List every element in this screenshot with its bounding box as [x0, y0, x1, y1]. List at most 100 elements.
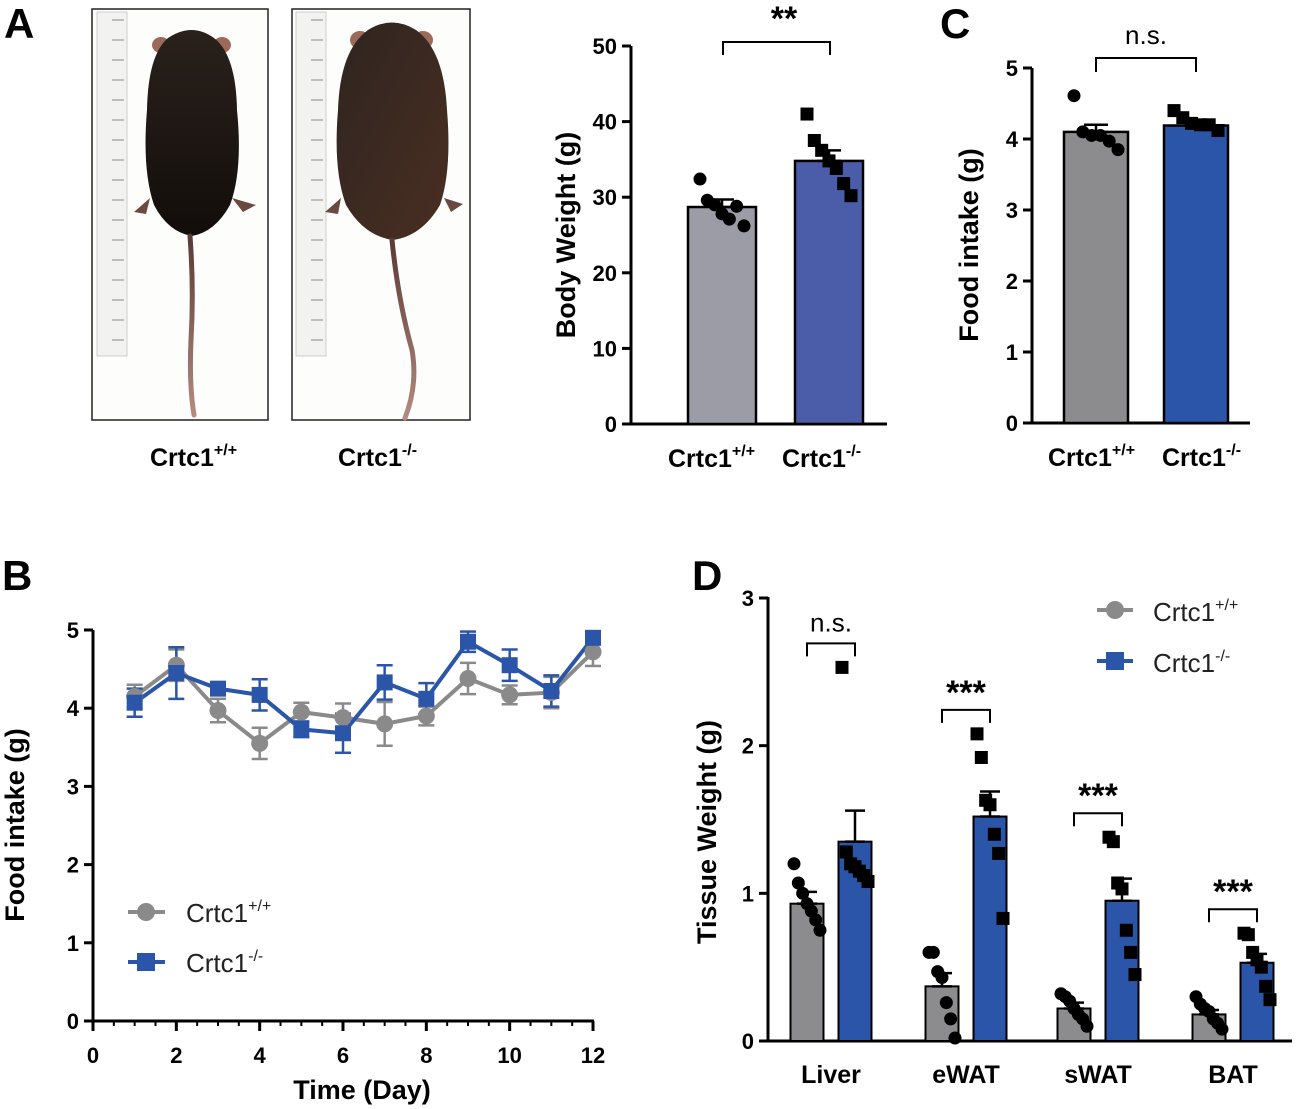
body-weight-bar-0	[686, 205, 758, 426]
tissue-point-0-1-6	[948, 1031, 962, 1045]
body-weight-ytick-label-0: 0	[605, 412, 617, 437]
chart-body-weight: 0 10 20 30 40 50 Body Weight (g) Crtc1+/+ Crt…	[551, 0, 887, 473]
daily-point-0-2	[209, 702, 227, 720]
body-weight-point-1-2	[815, 143, 829, 157]
body-weight-x-label-ko: Crtc1-/-	[782, 443, 861, 473]
daily-ytick-label-0: 0	[67, 1009, 79, 1034]
tissue-point-0-1-4	[939, 996, 953, 1010]
tissue-point-1-3-4	[1254, 960, 1268, 974]
food-intake-c-y-label: Food intake (g)	[954, 148, 984, 341]
legend-marker-wt	[137, 903, 155, 921]
daily-point-1-1	[168, 665, 185, 682]
daily-ytick-label-1: 1	[67, 931, 79, 956]
daily-ytick-label-2: 2	[67, 853, 79, 878]
tissue-point-0-1-5	[944, 1012, 958, 1026]
daily-point-1-0	[126, 694, 143, 711]
daily-ytick-label-4: 4	[67, 696, 80, 721]
daily-point-1-8	[460, 633, 476, 650]
tissue-point-1-1-3	[983, 798, 997, 812]
food-intake-c-sig-bracket	[1095, 57, 1197, 72]
food-intake-c-ytick-label-2: 2	[1006, 269, 1018, 294]
tissue-point-1-2-6	[1128, 968, 1142, 982]
food-intake-c-x-label-wt: Crtc1+/+	[1048, 442, 1135, 472]
tissue-sig-label-0: n.s.	[810, 607, 852, 637]
body-weight-point-1-0	[800, 107, 814, 121]
daily-ytick-label-3: 3	[67, 774, 79, 799]
tissue-sig-bracket-2	[1073, 812, 1123, 827]
tissue-x-label-1: eWAT	[932, 1061, 1000, 1089]
daily-x-label: Time (Day)	[293, 1075, 431, 1105]
tissue-ytick-label-2: 2	[742, 734, 754, 759]
tissue-point-1-0-6	[861, 875, 875, 889]
tissue-point-0-2-6	[1080, 1019, 1094, 1033]
tissue-x-label-3: BAT	[1208, 1061, 1258, 1089]
tissue-point-1-2-5	[1124, 945, 1138, 959]
food-intake-c-x-label-ko: Crtc1-/-	[1162, 442, 1241, 472]
daily-xtick-label-4: 8	[420, 1043, 432, 1068]
tissue-point-1-3-1	[1241, 928, 1255, 942]
tissue-point-1-2-4	[1119, 923, 1133, 937]
body-weight-ytick-label-4: 40	[593, 110, 617, 135]
tissue-y-label: Tissue Weight (g)	[692, 720, 722, 944]
panel-letter-b: B	[2, 552, 32, 599]
food-intake-c-bar-1	[1162, 124, 1230, 425]
body-weight-ytick-label-2: 20	[593, 261, 617, 286]
daily-point-1-2	[210, 680, 226, 697]
daily-point-1-9	[501, 657, 518, 674]
body-weight-ytick-label-5: 50	[593, 34, 617, 59]
daily-point-0-4	[292, 703, 310, 721]
body-weight-sig-label: **	[771, 0, 798, 38]
daily-ytick-label-5: 5	[67, 618, 79, 643]
tissue-point-0-3-6	[1215, 1022, 1229, 1036]
body-weight-x-label-wt: Crtc1+/+	[668, 443, 755, 473]
food-intake-c-bar-0	[1062, 130, 1130, 425]
daily-point-0-8	[459, 669, 477, 687]
daily-legend: Crtc1+/+ Crtc1-/-	[128, 898, 271, 978]
food-intake-c-point-0-4	[1102, 134, 1116, 148]
daily-xtick-label-6: 12	[581, 1043, 605, 1068]
tissue-legend-label-ko: Crtc1-/-	[1153, 648, 1230, 678]
daily-point-1-6	[376, 674, 393, 691]
mouse-photo-ko	[291, 8, 471, 421]
daily-point-0-9	[501, 686, 519, 704]
body-weight-sig-bracket	[722, 41, 831, 55]
panel-letter-d: D	[692, 552, 722, 599]
tissue-legend-marker-ko	[1106, 652, 1124, 670]
daily-legend-label-ko: Crtc1-/-	[186, 948, 263, 978]
tissue-ytick-label-0: 0	[742, 1029, 754, 1054]
body-weight-point-0-5	[730, 199, 744, 213]
tissue-point-1-3-6	[1263, 993, 1277, 1007]
daily-point-1-4	[293, 721, 310, 738]
food-intake-c-ytick-label-1: 1	[1006, 340, 1018, 365]
tissue-sig-bracket-0	[806, 642, 856, 657]
tissue-point-0-0-5	[809, 913, 823, 927]
tissue-sig-label-2: ***	[1078, 777, 1118, 815]
tissue-ytick-label-1: 1	[742, 881, 754, 906]
body-weight-ytick-label-3: 30	[593, 185, 617, 210]
tissue-sig-bracket-3	[1208, 908, 1258, 923]
daily-point-1-5	[335, 725, 351, 742]
body-weight-point-0-4	[722, 212, 736, 226]
food-intake-c-point-0-5	[1111, 143, 1125, 157]
panel-letter-c: C	[940, 0, 970, 47]
daily-point-1-11	[585, 629, 601, 646]
mouse-photo-wt	[91, 8, 269, 421]
daily-point-1-10	[543, 682, 560, 699]
daily-point-0-11	[584, 643, 602, 661]
tissue-x-label-2: sWAT	[1064, 1061, 1132, 1089]
daily-xtick-label-2: 4	[254, 1043, 267, 1068]
tissue-point-1-1-6	[996, 911, 1010, 925]
tissue-sig-bracket-1	[941, 708, 991, 723]
daily-point-0-6	[376, 715, 394, 733]
daily-legend-label-wt: Crtc1+/+	[186, 898, 271, 928]
tissue-point-1-3-5	[1259, 979, 1273, 993]
food-intake-c-point-0-0	[1067, 89, 1081, 103]
daily-series-line-0	[133, 650, 595, 746]
tissue-errorbar-1-0	[845, 809, 865, 843]
tissue-point-0-0-6	[813, 923, 827, 937]
tissue-sig-label-3: ***	[1213, 873, 1253, 911]
body-weight-point-1-4	[829, 161, 843, 175]
tissue-point-1-2-1	[1106, 835, 1120, 849]
